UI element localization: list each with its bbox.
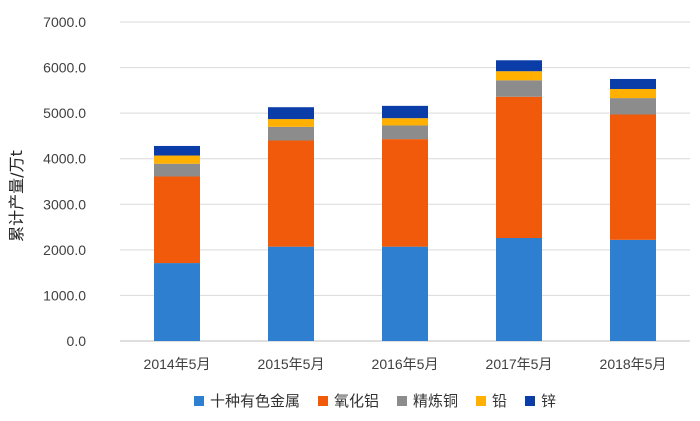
bar-segment-1 (610, 239, 656, 341)
bar-segment-5 (610, 78, 656, 89)
x-tick-label: 2017年5月 (486, 356, 553, 372)
bar-segment-2 (610, 114, 656, 240)
legend-swatch (194, 396, 204, 406)
bar-segment-4 (154, 155, 200, 164)
bar-segment-5 (382, 105, 428, 119)
bar-segment-4 (268, 119, 314, 127)
legend-swatch (397, 396, 407, 406)
legend-swatch (318, 396, 328, 406)
bar-segment-5 (268, 107, 314, 120)
bar-segment-3 (154, 163, 200, 177)
y-tick-label: 2000.0 (43, 242, 86, 258)
y-tick-label: 4000.0 (43, 151, 86, 167)
y-axis-label: 累计产量/万t (7, 150, 26, 242)
bar-segment-4 (610, 88, 656, 99)
bar-segment-3 (610, 98, 656, 115)
x-tick-label: 2016年5月 (372, 356, 439, 372)
bar-segment-2 (154, 176, 200, 264)
bar-segment-4 (382, 118, 428, 126)
bar-segment-5 (496, 60, 542, 72)
y-tick-label: 5000.0 (43, 105, 86, 121)
x-tick-label: 2018年5月 (600, 356, 667, 372)
x-axis-ticks: 2014年5月 2015年5月 2016年5月 2017年5月 2018年5月 (144, 356, 667, 372)
bar-segment-1 (268, 246, 314, 341)
y-tick-label: 1000.0 (43, 287, 86, 303)
legend-label: 十种有色金属 (210, 392, 300, 410)
x-tick-label: 2015年5月 (258, 356, 325, 372)
bar-segment-1 (496, 238, 542, 341)
legend-swatch (525, 396, 535, 406)
bars (154, 60, 656, 341)
bar-segment-4 (496, 71, 542, 81)
y-tick-label: 7000.0 (43, 14, 86, 30)
bar-segment-5 (154, 145, 200, 156)
legend: 十种有色金属 氧化铝 精炼铜 铅 锌 (194, 392, 556, 410)
y-axis-ticks: 0.0 1000.0 2000.0 3000.0 4000.0 5000.0 6000.0 7… (43, 14, 86, 349)
y-tick-label: 0.0 (67, 333, 87, 349)
bar-segment-2 (496, 96, 542, 239)
bar-segment-2 (382, 139, 428, 247)
y-tick-label: 6000.0 (43, 60, 86, 76)
bar-segment-3 (496, 80, 542, 97)
legend-swatch (476, 396, 486, 406)
bar-segment-3 (268, 126, 314, 141)
x-tick-label: 2014年5月 (144, 356, 211, 372)
y-tick-label: 3000.0 (43, 196, 86, 212)
bar-segment-1 (382, 246, 428, 341)
bar-segment-2 (268, 140, 314, 247)
legend-label: 精炼铜 (413, 392, 458, 410)
bar-segment-3 (382, 125, 428, 140)
legend-label: 氧化铝 (334, 392, 379, 410)
legend-label: 铅 (492, 392, 507, 410)
legend-label: 锌 (541, 392, 556, 410)
bar-segment-1 (154, 263, 200, 341)
